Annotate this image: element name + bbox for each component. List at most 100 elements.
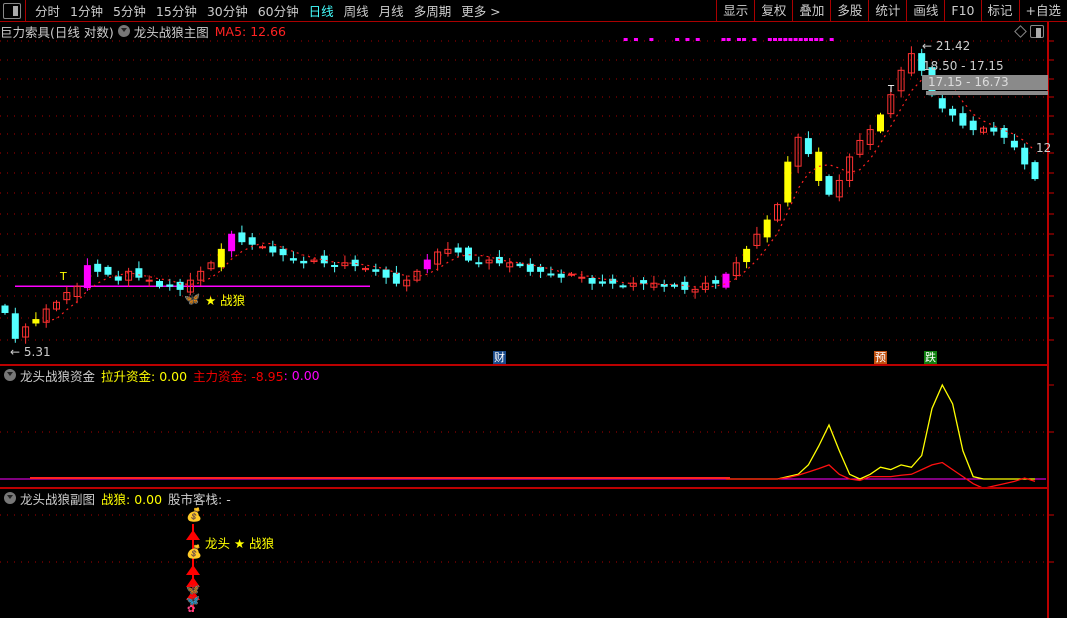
candle: [609, 278, 617, 284]
toolbar-button[interactable]: 画线: [906, 0, 944, 22]
indicator-dropdown-icon[interactable]: [4, 492, 16, 504]
main-fund-value2: : 0.00: [283, 367, 320, 383]
signal-dot: [623, 38, 628, 41]
candle: [362, 267, 369, 271]
money-bag-icon: 💰: [186, 545, 203, 560]
panel-divider[interactable]: [0, 364, 1048, 366]
candle: [557, 273, 565, 278]
candle: [959, 113, 967, 126]
indicator-name[interactable]: 龙头战狼主图: [133, 24, 209, 40]
toolbar-button[interactable]: 复权: [754, 0, 792, 22]
fund-indicator-name[interactable]: 龙头战狼资金: [20, 368, 96, 384]
indicator-dropdown-icon[interactable]: [117, 25, 130, 37]
candle: [568, 273, 575, 276]
candle: [135, 268, 143, 278]
period-tabs: 分时 1分钟 5分钟 15分钟 30分钟 60分钟 日线 周线 月线 多周期 更多 >: [30, 1, 506, 20]
candle: [310, 259, 318, 263]
toolbar-button[interactable]: 显示: [716, 0, 754, 22]
layout-toggle-icon[interactable]: [3, 2, 21, 19]
period-tab[interactable]: 月线: [378, 4, 404, 19]
candle: [176, 281, 184, 290]
range-highlight[interactable]: 17.15 - 16.73: [922, 75, 1048, 90]
candle: [897, 69, 905, 92]
candle: [547, 273, 555, 276]
finance-tag[interactable]: 财: [493, 351, 506, 364]
toolbar-button[interactable]: F10: [944, 0, 980, 22]
candle: [825, 176, 833, 195]
candle: [784, 161, 792, 203]
toolbar-button[interactable]: 叠加: [792, 0, 830, 22]
signal-dot: [675, 38, 680, 41]
signal-dot: [695, 38, 700, 41]
panel-divider[interactable]: [0, 487, 1048, 489]
candle: [980, 127, 987, 133]
panel-toggle-icon[interactable]: [1030, 25, 1044, 38]
candle: [866, 129, 874, 145]
candle: [1000, 128, 1008, 138]
last-price-label: 12: [1036, 141, 1052, 155]
candle: [454, 247, 462, 253]
period-tab[interactable]: 60分钟: [257, 4, 299, 19]
period-tab[interactable]: 1分钟: [70, 4, 103, 19]
candle: [1031, 162, 1039, 180]
period-tab[interactable]: 30分钟: [206, 4, 248, 19]
period-tab[interactable]: 多周期: [413, 4, 452, 19]
price-axis[interactable]: [1047, 22, 1049, 618]
period-tab[interactable]: 更多 >: [461, 4, 501, 19]
toolbar: 分时 1分钟 5分钟 15分钟 30分钟 60分钟 日线 周线 月线 多周期 更多 > 显示 复权 叠加…: [0, 0, 1067, 22]
range-bar: [926, 91, 1048, 95]
candle: [887, 94, 895, 115]
range-label: 18.50 - 17.15: [923, 59, 1004, 73]
period-tab[interactable]: 15分钟: [155, 4, 197, 19]
candle: [598, 281, 606, 284]
butterfly-icon: 🦋: [186, 583, 200, 596]
candle: [701, 282, 709, 290]
signal-dot: [742, 38, 747, 41]
drop-tag[interactable]: 跌: [924, 351, 937, 364]
candle: [506, 262, 514, 268]
up-arrow-icon: [186, 565, 200, 575]
candle: [372, 269, 380, 272]
forecast-tag[interactable]: 预: [874, 351, 887, 364]
signal-dot: [633, 38, 638, 41]
period-tab[interactable]: 周线: [343, 4, 369, 19]
signal-dot: [798, 38, 803, 41]
candle: [475, 262, 483, 265]
candle: [156, 280, 163, 287]
toolbar-button[interactable]: 标记: [980, 0, 1019, 22]
period-tab[interactable]: 5分钟: [112, 4, 146, 19]
sub-signal-label: 龙头 ★ 战狼: [205, 536, 275, 551]
sub-panel-header: 龙头战狼副图 战狼: 0.00 股市客栈: -: [0, 489, 231, 507]
candle: [217, 248, 225, 268]
candle: [32, 319, 40, 324]
main-fund-bars: [30, 477, 730, 479]
candle: [537, 266, 545, 272]
toolbar-button[interactable]: 统计: [868, 0, 906, 22]
candle: [83, 265, 91, 289]
candle: [104, 266, 112, 275]
signal-dot: [814, 38, 819, 41]
zhanlang-value: 战狼: 0.00: [101, 491, 163, 507]
candle: [238, 232, 246, 243]
sub-indicator-name[interactable]: 龙头战狼副图: [20, 491, 96, 507]
candle: [763, 219, 771, 238]
butterfly-icon: 🦋: [184, 292, 201, 307]
toolbar-button[interactable]: +自选: [1018, 0, 1067, 22]
candle: [63, 292, 71, 301]
candle: [629, 282, 637, 287]
signal-dot: [721, 38, 726, 41]
up-arrow-icon: [186, 530, 200, 540]
candle: [732, 262, 740, 277]
candle: [516, 263, 524, 267]
toolbar-button[interactable]: 多股: [830, 0, 868, 22]
indicator-dropdown-icon[interactable]: [4, 369, 16, 381]
candle: [94, 263, 102, 272]
candle: [990, 127, 998, 132]
candle: [259, 246, 266, 249]
toolbar-buttons: 显示 复权 叠加 多股 统计 画线 F10 标记 +自选: [716, 0, 1067, 22]
candle: [207, 262, 215, 270]
period-tab[interactable]: 日线: [308, 4, 334, 19]
lift-fund-value: 拉升资金: 0.00: [101, 368, 188, 384]
period-tab[interactable]: 分时: [35, 4, 61, 19]
